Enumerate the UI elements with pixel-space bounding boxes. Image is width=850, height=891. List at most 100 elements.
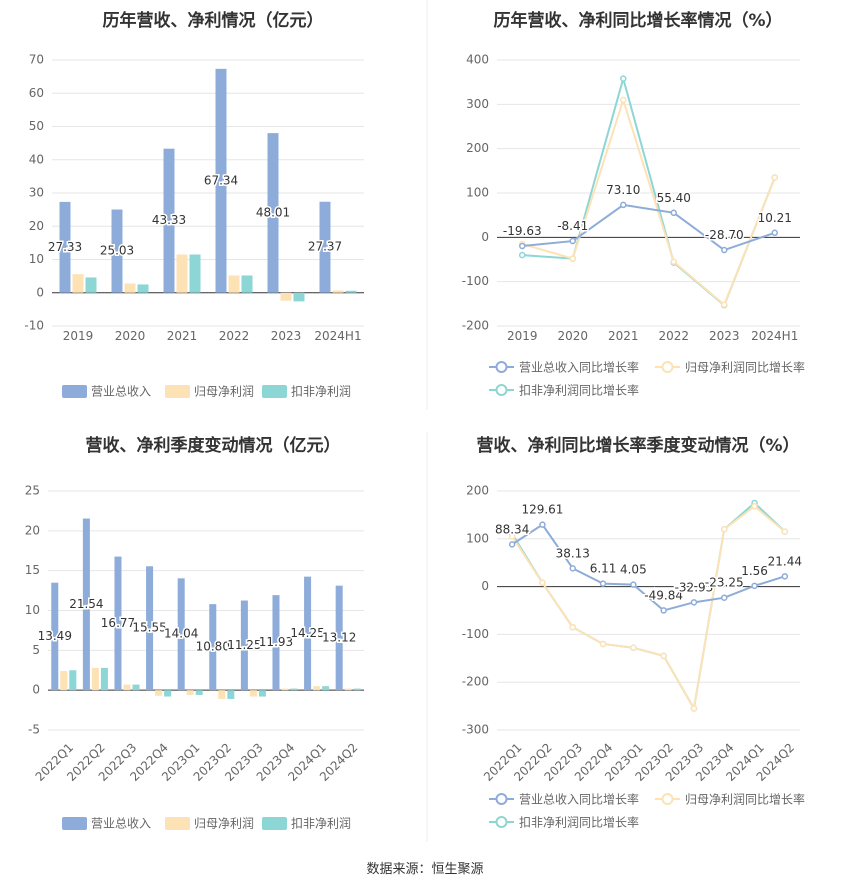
data-label: 129.61	[521, 503, 563, 517]
line-point	[660, 652, 667, 660]
line-point	[670, 209, 677, 217]
data-source-note: 数据来源：恒生聚源	[366, 862, 484, 877]
data-label: 6.11	[590, 562, 617, 576]
annual-amounts-title: 历年营收、净利情况（亿元）	[103, 10, 324, 31]
legend-label[interactable]: 扣非净利润	[291, 817, 351, 831]
y-tick-label: -100	[462, 627, 489, 641]
bar-revenue	[111, 209, 123, 293]
data-label: -8.41	[557, 219, 588, 233]
data-label: 10.80	[196, 640, 230, 654]
bar-revenue	[146, 566, 154, 691]
x-tick-label: 2021	[608, 329, 639, 343]
legend-marker[interactable]	[661, 361, 674, 373]
y-tick-label: -10	[24, 319, 44, 333]
data-label: 4.05	[620, 563, 647, 577]
bar-deducted-profit	[85, 277, 97, 293]
data-label: 16.77	[101, 616, 135, 630]
legend-swatch[interactable]	[62, 817, 87, 830]
bar-deducted-profit	[258, 690, 266, 697]
annual-growth-title: 历年营收、净利同比增长率情况（%）	[493, 10, 782, 31]
quarterly-growth-chart: 营收、净利同比增长率季度变动情况（%）-300-200-100010020020…	[462, 435, 805, 830]
x-tick-label: 2020	[557, 329, 588, 343]
legend-label[interactable]: 营业总收入同比增长率	[519, 360, 639, 375]
bar-deducted-profit	[132, 684, 140, 691]
bar-deducted-profit	[322, 686, 330, 691]
line-point	[620, 75, 627, 82]
line-point	[569, 623, 576, 631]
data-label: 38.13	[556, 546, 590, 560]
data-label: 11.93	[259, 635, 293, 649]
x-tick-label: 2023	[271, 329, 302, 343]
legend-label[interactable]: 扣非净利润同比增长率	[519, 815, 639, 830]
line-point	[508, 541, 516, 548]
legend-swatch[interactable]	[262, 817, 287, 830]
legend-label[interactable]: 营业总收入同比增长率	[519, 792, 639, 807]
y-tick-label: 0	[36, 285, 44, 299]
legend-marker[interactable]	[495, 361, 508, 373]
x-tick-label: 2024H1	[751, 329, 798, 343]
legend-label[interactable]: 归母净利润	[194, 817, 254, 831]
data-label: -19.63	[503, 224, 542, 238]
line-net-profit-growth	[511, 505, 786, 712]
bar-deducted-profit	[241, 275, 253, 293]
bar-net-profit	[176, 254, 188, 293]
y-tick-label: 400	[466, 53, 489, 67]
data-label: 13.49	[38, 629, 72, 643]
bar-deducted-profit	[164, 690, 172, 697]
y-tick-label: 200	[466, 484, 489, 498]
bar-deducted-profit	[137, 284, 149, 293]
legend-label[interactable]: 归母净利润同比增长率	[685, 360, 805, 375]
bar-revenue	[177, 578, 185, 691]
legend-swatch[interactable]	[262, 385, 287, 398]
x-tick-label: 2021	[167, 329, 198, 343]
y-tick-label: 50	[29, 119, 44, 133]
line-point	[620, 201, 627, 209]
bar-revenue	[267, 133, 279, 293]
x-tick-label: 2024H1	[314, 329, 361, 343]
legend-label[interactable]: 归母净利润	[194, 385, 254, 399]
legend-label[interactable]: 营业总收入	[91, 817, 151, 831]
y-tick-label: 20	[25, 523, 40, 537]
data-label: -23.25	[705, 576, 744, 590]
legend-swatch[interactable]	[62, 385, 87, 398]
legend-label[interactable]: 营业总收入	[91, 385, 151, 399]
data-label: 88.34	[495, 522, 529, 536]
x-tick-label: 2019	[507, 329, 538, 343]
legend-label[interactable]: 扣非净利润	[291, 385, 351, 399]
bar-net-profit	[228, 275, 240, 293]
bar-deducted-profit	[189, 254, 201, 293]
y-tick-label: 300	[466, 97, 489, 111]
bar-net-profit	[60, 671, 68, 691]
legend-swatch[interactable]	[165, 385, 190, 398]
bar-net-profit	[123, 684, 131, 691]
bar-net-profit	[72, 274, 84, 293]
y-tick-label: 0	[32, 683, 40, 697]
line-point	[599, 580, 607, 587]
bar-revenue	[240, 600, 248, 691]
line-point	[781, 528, 789, 535]
quarterly-growth-title: 营收、净利同比增长率季度变动情况（%）	[476, 435, 799, 456]
legend-swatch[interactable]	[165, 817, 190, 830]
legend-marker[interactable]	[661, 793, 674, 805]
line-point	[751, 582, 758, 590]
data-label: 73.10	[606, 183, 640, 197]
x-tick-label: 2022	[219, 329, 250, 343]
line-point	[721, 525, 728, 533]
legend-marker[interactable]	[495, 793, 508, 805]
legend-label[interactable]: 归母净利润同比增长率	[685, 792, 805, 807]
line-net-profit-growth	[521, 96, 776, 307]
bar-deducted-profit	[345, 290, 357, 293]
y-tick-label: 100	[466, 531, 489, 545]
y-tick-label: 5	[32, 643, 40, 657]
data-label: 21.44	[768, 554, 802, 568]
legend-marker[interactable]	[495, 384, 508, 396]
bar-net-profit	[344, 688, 352, 691]
legend-label[interactable]: 扣非净利润同比增长率	[519, 383, 639, 398]
line-point	[771, 174, 778, 181]
data-label: 10.21	[758, 211, 792, 225]
bar-net-profit	[218, 690, 226, 699]
line-revenue-growth	[522, 203, 776, 252]
legend-marker[interactable]	[495, 816, 508, 828]
y-tick-label: 10	[25, 603, 40, 617]
line-point	[690, 599, 698, 606]
